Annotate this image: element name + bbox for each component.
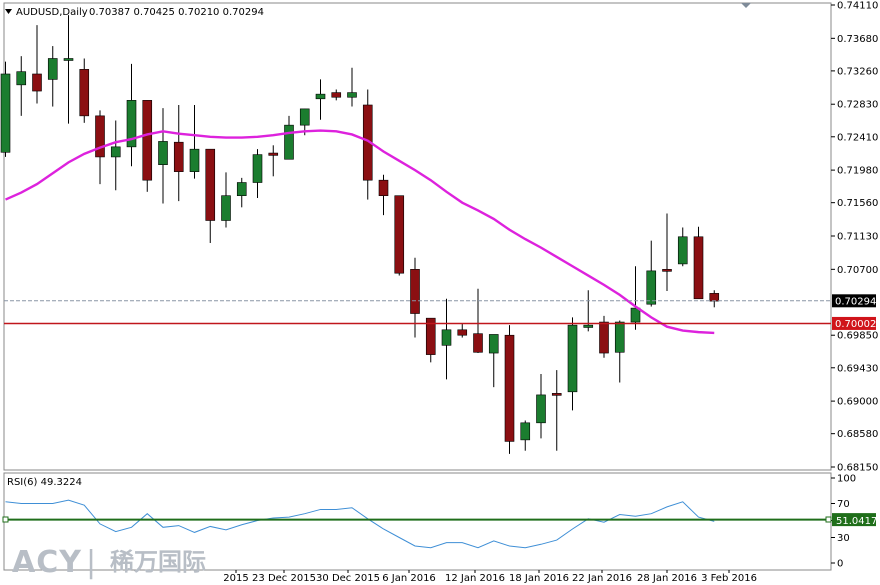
time-axis-label: 22 Jan 2016 (572, 573, 632, 584)
candle-body (504, 334, 515, 442)
chart-header: AUDUSD,Daily 0.70387 0.70425 0.70210 0.7… (5, 3, 751, 18)
watermark-separator: | (86, 545, 97, 580)
candle-body (268, 152, 279, 156)
candle-body (205, 148, 216, 221)
candle-body (284, 124, 294, 160)
candle-body (567, 324, 578, 393)
watermark-latin: ACY (12, 545, 82, 580)
candle-body (457, 329, 468, 336)
candle-body (47, 58, 58, 80)
dropdown-triangle-icon[interactable] (5, 9, 12, 14)
candle-body (299, 108, 310, 126)
time-axis-label: 12 Jan 2016 (445, 573, 505, 584)
watermark-cjk: 稀万国际 (110, 548, 206, 576)
price-panel (3, 2, 832, 471)
price-tick-label: 0.71560 (837, 198, 878, 209)
candle-body (551, 393, 562, 396)
candle-body (488, 334, 499, 354)
moving-average-line (5, 129, 715, 335)
price-tick-label: 0.71130 (837, 232, 878, 243)
price-tick-label: 0.68580 (837, 429, 878, 440)
candle-body (173, 141, 184, 172)
candle-body (473, 333, 483, 353)
candle-body (614, 321, 625, 353)
candle-body (630, 307, 641, 323)
rsi-level-tag: 51.0417 (832, 513, 877, 527)
price-tick-label: 0.71980 (837, 166, 878, 177)
candle-body (252, 154, 263, 183)
candle-body (63, 58, 74, 61)
candle-body (646, 270, 657, 305)
candles (0, 15, 720, 454)
time-axis: 2015 23 Dec 2015 30 Dec 2015 6 Jan 2016 12 J… (223, 570, 757, 584)
candle-body (662, 269, 672, 272)
time-axis-label: 18 Jan 2016 (509, 573, 569, 584)
candle-body (79, 69, 90, 117)
price-tick-label: 0.70700 (837, 265, 878, 276)
price-tick-label: 0.68150 (837, 463, 878, 474)
candle-body (315, 93, 326, 100)
price-tick-label: 0.73260 (837, 66, 878, 77)
price-tick-label: 0.69430 (837, 363, 878, 374)
rsi-tick-label: 100 (837, 474, 856, 485)
candle-body (693, 236, 704, 300)
ohlc-values: 0.70387 0.70425 0.70210 0.70294 (89, 7, 264, 18)
candle-body (221, 195, 231, 221)
candle-body (32, 73, 42, 92)
brand-watermark: ACY | 稀万国际 (12, 545, 206, 580)
rsi-tick-label: 30 (837, 533, 850, 544)
rsi-tick-label: 0 (837, 559, 843, 570)
rsi-tick-label: 70 (837, 499, 850, 510)
price-tick-label: 0.74110 (837, 1, 878, 12)
candle-body (536, 394, 546, 424)
candle-body (425, 317, 436, 355)
symbol-title: AUDUSD,Daily (16, 7, 88, 18)
candle-body (158, 141, 168, 165)
time-axis-label: 6 Jan 2016 (382, 573, 436, 584)
candle-body (347, 92, 357, 98)
candle-body (236, 182, 247, 196)
price-tick-label: 0.72410 (837, 132, 878, 143)
candle-body (520, 422, 531, 441)
level-price-tag: 0.70002 (832, 316, 876, 330)
candle-body (410, 269, 420, 314)
price-tick-label: 0.72830 (837, 100, 878, 111)
candle-body (378, 179, 389, 196)
candle-body (677, 236, 688, 265)
rsi-level-handle-left[interactable] (2, 516, 9, 523)
candle-body (95, 115, 105, 158)
current-price-tag-label: 0.70294 (835, 296, 876, 307)
rsi-level-tag-label: 51.0417 (836, 516, 877, 527)
time-axis-label: 3 Feb 2016 (701, 573, 757, 584)
price-tick-label: 0.69850 (837, 331, 878, 342)
time-axis-label: 2015 (223, 573, 248, 584)
candle-body (189, 148, 200, 172)
candle-body (142, 100, 153, 181)
candle-body (16, 71, 27, 86)
time-axis-label: 30 Dec 2015 (316, 573, 380, 584)
price-tick-label: 0.73680 (837, 34, 878, 45)
time-axis-label: 28 Jan 2016 (637, 573, 697, 584)
candle-body (583, 324, 594, 328)
level-price-tag-label: 0.70002 (835, 319, 876, 330)
scroll-marker-icon[interactable] (741, 3, 751, 8)
candle-body (441, 329, 452, 346)
candle-body (394, 195, 405, 274)
rsi-level-handle-right[interactable] (825, 516, 832, 523)
time-axis-label: 23 Dec 2015 (252, 573, 316, 584)
rsi-label: RSI(6) 49.3224 (7, 477, 82, 488)
candle-body (126, 100, 137, 148)
candle-body (0, 73, 11, 153)
current-price-tag: 0.70294 (832, 294, 876, 308)
candle-body (599, 321, 609, 354)
price-tick-label: 0.69000 (837, 397, 878, 408)
candle-body (110, 146, 121, 158)
candle-body (709, 293, 720, 302)
candle-body (331, 92, 342, 98)
